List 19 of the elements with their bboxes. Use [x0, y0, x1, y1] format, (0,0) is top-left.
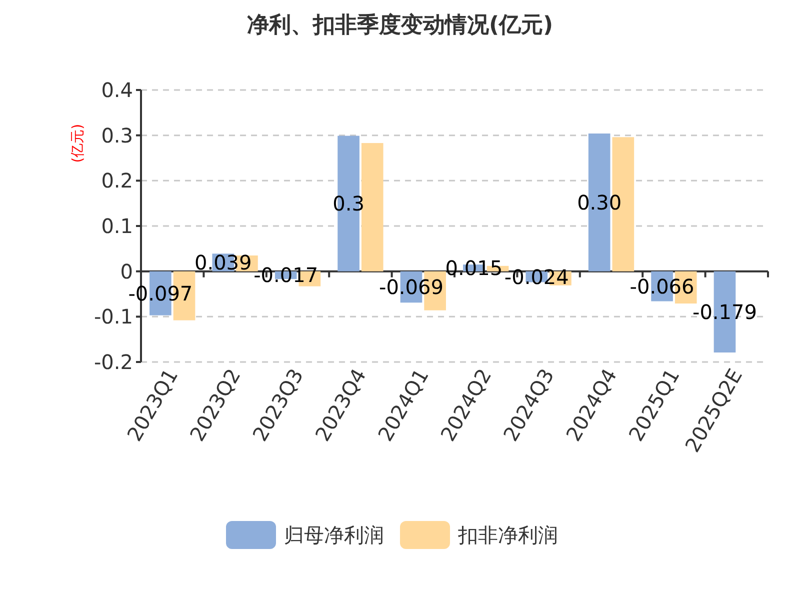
data-label: 0.3	[332, 192, 364, 216]
data-label: 0.30	[577, 190, 622, 214]
data-label: -0.024	[504, 264, 569, 289]
y-tick-label: 0.2	[101, 168, 133, 193]
data-label: 0.039	[194, 250, 252, 274]
y-tick-label: 0	[120, 259, 133, 284]
data-label: -0.066	[630, 274, 694, 298]
legend-label: 扣非净利润	[457, 523, 558, 547]
bar	[361, 143, 384, 272]
legend-label: 归母净利润	[284, 523, 384, 547]
data-label: -0.179	[692, 300, 757, 324]
y-tick-label: -0.2	[94, 350, 133, 374]
chart-title: 净利、扣非季度变动情况(亿元)	[246, 12, 554, 38]
y-tick-label: 0.4	[101, 78, 133, 102]
data-label: -0.069	[378, 274, 444, 299]
y-tick-label: 0.3	[101, 123, 133, 148]
y-tick-label: -0.1	[94, 304, 133, 329]
y-tick-label: 0.1	[101, 214, 133, 238]
y-axis-title: (亿元)	[70, 124, 86, 163]
